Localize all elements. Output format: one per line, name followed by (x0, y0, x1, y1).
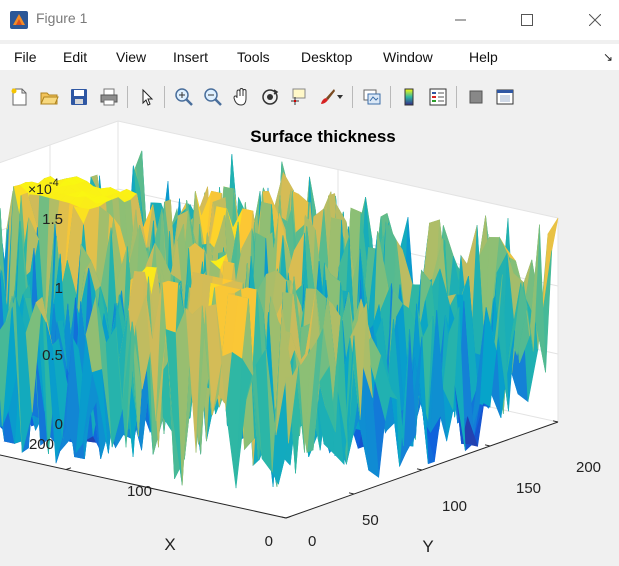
menu-edit[interactable]: Edit (63, 49, 88, 65)
matlab-figure-icon (10, 11, 28, 29)
axes-front-edges (0, 420, 559, 519)
y-axis-label: Y (422, 537, 433, 556)
exponent-power: -4 (49, 177, 59, 189)
x-tick-label: 200 (29, 436, 54, 453)
toolbar (0, 76, 619, 119)
zoom-in-icon (175, 88, 193, 106)
menu-bar: File Edit View Insert Tools Desktop Wind… (0, 44, 619, 70)
minimize-icon (455, 19, 466, 21)
new-figure-button[interactable] (8, 86, 30, 108)
open-file-icon (40, 92, 59, 105)
exponent-base: ×10 (28, 181, 52, 197)
menu-tools[interactable]: Tools (237, 49, 270, 65)
maximize-icon (521, 14, 533, 26)
print-button[interactable] (98, 86, 120, 108)
close-icon (589, 14, 601, 26)
menu-window[interactable]: Window (383, 49, 433, 65)
pan-button[interactable] (231, 86, 253, 108)
menu-view[interactable]: View (116, 49, 147, 65)
y-tick (280, 516, 287, 519)
data-cursor-button[interactable] (287, 86, 309, 108)
data-cursor-icon (291, 88, 306, 105)
close-button[interactable] (572, 0, 618, 40)
y-tick-label: 150 (516, 480, 541, 497)
y-tick (484, 444, 491, 447)
zoom-in-button[interactable] (173, 86, 195, 108)
rotate-3d-icon (262, 89, 279, 105)
z-tick-label: 1 (55, 280, 63, 297)
rotate-3d-button[interactable] (259, 86, 281, 108)
print-icon (100, 88, 118, 106)
y-tick-label: 50 (362, 512, 379, 529)
y-tick (552, 420, 559, 423)
show-plot-tools-button[interactable] (494, 86, 516, 108)
maximize-button[interactable] (504, 0, 550, 40)
edit-plot-icon (142, 88, 154, 106)
show-plot-tools-icon (496, 89, 514, 105)
z-tick-label: 0 (55, 416, 63, 433)
insert-colorbar-icon (404, 88, 414, 106)
x-tick-label: 100 (127, 483, 152, 500)
brush-dropdown-button[interactable] (335, 86, 345, 108)
edit-plot-button[interactable] (136, 86, 158, 108)
new-figure-icon (11, 88, 27, 106)
open-file-button[interactable] (38, 86, 60, 108)
z-tick-label: 0.5 (42, 347, 63, 364)
menu-insert[interactable]: Insert (173, 49, 209, 65)
window-title: Figure 1 (36, 10, 88, 26)
hide-plot-tools-button[interactable] (465, 86, 487, 108)
menu-overflow-arrow-icon[interactable]: ↘ (602, 50, 613, 64)
toolbar-separator (164, 86, 165, 108)
zoom-out-button[interactable] (202, 86, 224, 108)
chevron-down-icon (337, 95, 343, 99)
y-tick-label: 200 (576, 459, 601, 476)
x-tick-label: 0 (265, 533, 273, 550)
y-tick-label: 0 (308, 533, 316, 550)
menu-file[interactable]: File (14, 49, 37, 65)
insert-colorbar-button[interactable] (398, 86, 420, 108)
menu-help[interactable]: Help (469, 49, 498, 65)
toolbar-separator (352, 86, 353, 108)
y-tick-label: 100 (442, 498, 467, 515)
hide-plot-tools-icon (469, 90, 483, 104)
brush-button[interactable] (316, 86, 338, 108)
x-tick (65, 467, 72, 470)
surface-patch (275, 309, 293, 436)
z-tick-label: 1.5 (42, 211, 63, 228)
surface-mesh (0, 150, 559, 489)
insert-legend-icon (429, 88, 447, 106)
z-exponent-label: ×10 -4 (28, 177, 59, 197)
title-bar: Figure 1 (0, 0, 619, 40)
brush-icon (321, 89, 335, 104)
insert-legend-button[interactable] (427, 86, 449, 108)
y-tick (416, 468, 423, 471)
toolbar-separator (390, 86, 391, 108)
pan-icon (233, 87, 247, 106)
figure-canvas: Surface thickness ×10 -4 1.5 1 0.5 0 200… (0, 118, 619, 566)
x-tick (285, 515, 292, 519)
link-plot-icon (363, 89, 381, 105)
minimize-button[interactable] (438, 0, 484, 40)
save-button[interactable] (68, 86, 90, 108)
chart-title: Surface thickness (250, 127, 396, 146)
menu-desktop[interactable]: Desktop (301, 49, 353, 65)
save-icon (71, 89, 87, 105)
y-tick (348, 492, 355, 495)
x-axis-label: X (164, 535, 175, 554)
surface-plot[interactable]: Surface thickness ×10 -4 1.5 1 0.5 0 200… (0, 118, 619, 566)
toolbar-separator (456, 86, 457, 108)
zoom-out-icon (204, 88, 222, 106)
link-plot-button[interactable] (361, 86, 383, 108)
toolbar-separator (127, 86, 128, 108)
